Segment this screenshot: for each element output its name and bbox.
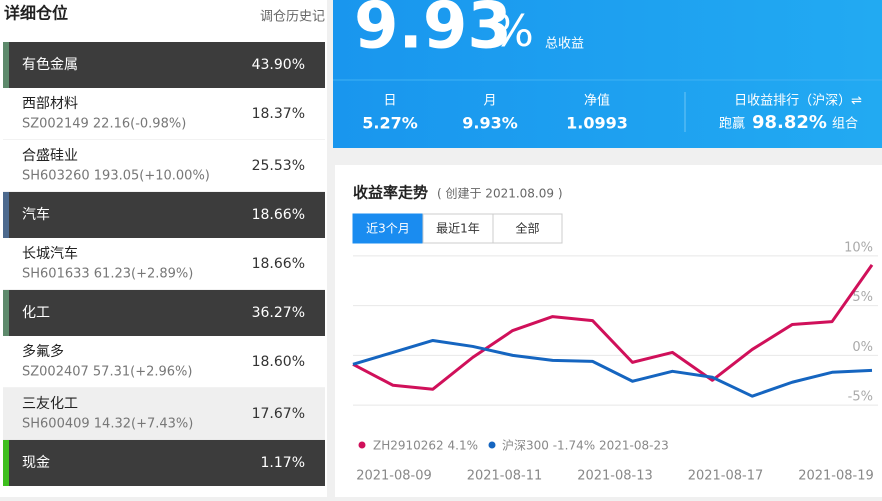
series-line	[352, 264, 874, 391]
sector-weight: 43.90%	[252, 57, 305, 73]
total-return-unit: %	[492, 6, 534, 57]
legend-label: 沪深300 -1.74% 2021-08-23	[502, 439, 669, 453]
stock-quote: SZ002407 57.31(+2.96%)	[22, 365, 192, 380]
stat-label: 日	[383, 94, 396, 109]
chart-subtitle: ( 创建于 2021.08.09 )	[437, 187, 563, 201]
stock-weight: 18.60%	[252, 354, 305, 370]
stock-weight: 25.53%	[252, 158, 305, 174]
stock-quote: SH603260 193.05(+10.00%)	[22, 169, 210, 184]
sector-name: 现金	[22, 455, 50, 471]
stock-weight: 17.67%	[252, 406, 305, 422]
x-tick-label: 2021-08-17	[688, 469, 764, 484]
stock-row[interactable]	[3, 88, 325, 140]
history-link[interactable]: 调仓历史记	[260, 10, 325, 25]
stock-name: 西部材料	[22, 96, 78, 112]
y-tick-label: 5%	[852, 290, 873, 305]
stock-quote: SZ002149 22.16(-0.98%)	[22, 117, 186, 132]
total-label: 总收益	[545, 37, 584, 52]
stock-name: 合盛硅业	[22, 148, 78, 164]
stat-value: 1.0993	[566, 114, 628, 133]
stock-quote: SH600409 14.32(+7.43%)	[22, 417, 193, 432]
range-button[interactable]	[352, 213, 424, 244]
stock-weight: 18.37%	[252, 106, 305, 122]
range-label[interactable]: 最近1年	[436, 222, 480, 236]
sector-accent	[3, 42, 9, 88]
series-line	[352, 338, 873, 398]
stock-row[interactable]	[3, 388, 325, 440]
legend-dot	[358, 441, 366, 449]
range-label[interactable]: 近3个月	[366, 222, 410, 236]
x-tick-label: 2021-08-09	[356, 469, 432, 484]
chart-title: 收益率走势	[353, 184, 428, 202]
stat-label: 月	[483, 94, 496, 109]
stock-weight: 18.66%	[252, 256, 305, 272]
legend-dot	[488, 441, 496, 449]
rank-label[interactable]: 日收益排行（沪深）⇌	[734, 93, 862, 109]
range-button[interactable]	[492, 213, 563, 244]
beat-value: 98.82%	[752, 112, 827, 133]
stock-row[interactable]	[3, 140, 325, 192]
sector-name: 汽车	[22, 206, 50, 223]
stock-name: 长城汽车	[22, 245, 78, 262]
stock-row[interactable]	[3, 238, 325, 290]
sector-accent	[3, 290, 9, 336]
sector-name: 有色金属	[22, 56, 78, 73]
stat-value: 5.27%	[362, 114, 418, 133]
sector-accent	[3, 192, 9, 238]
sector-weight: 36.27%	[252, 305, 305, 321]
stock-name: 多氟多	[22, 343, 64, 360]
x-tick-label: 2021-08-11	[467, 469, 543, 484]
x-tick-label: 2021-08-13	[577, 469, 653, 484]
stock-row[interactable]	[3, 336, 325, 388]
sector-row[interactable]	[3, 42, 325, 88]
sector-weight: 18.66%	[252, 207, 305, 223]
total-return: 9.93	[354, 0, 512, 64]
holdings-title: 详细仓位	[4, 4, 68, 23]
stat-label: 净值	[584, 93, 610, 109]
sector-name: 化工	[22, 305, 50, 321]
y-tick-label: 0%	[852, 340, 873, 355]
summary-banner	[333, 0, 882, 148]
sector-weight: 1.17%	[261, 455, 305, 471]
sector-row[interactable]	[3, 192, 325, 238]
stat-value: 9.93%	[462, 114, 518, 133]
stock-quote: SH601633 61.23(+2.89%)	[22, 267, 193, 282]
beat-prefix: 跑赢	[719, 116, 745, 132]
sector-row[interactable]	[3, 290, 325, 336]
y-tick-label: -5%	[848, 390, 873, 405]
x-tick-label: 2021-08-19	[798, 469, 874, 484]
beat-suffix: 组合	[832, 117, 858, 132]
range-label[interactable]: 全部	[515, 221, 539, 236]
sector-accent	[3, 440, 9, 486]
stock-name: 三友化工	[22, 396, 78, 412]
legend-label: ZH2910262 4.1%	[373, 439, 478, 453]
sector-row[interactable]	[3, 440, 325, 486]
y-tick-label: 10%	[844, 240, 873, 255]
